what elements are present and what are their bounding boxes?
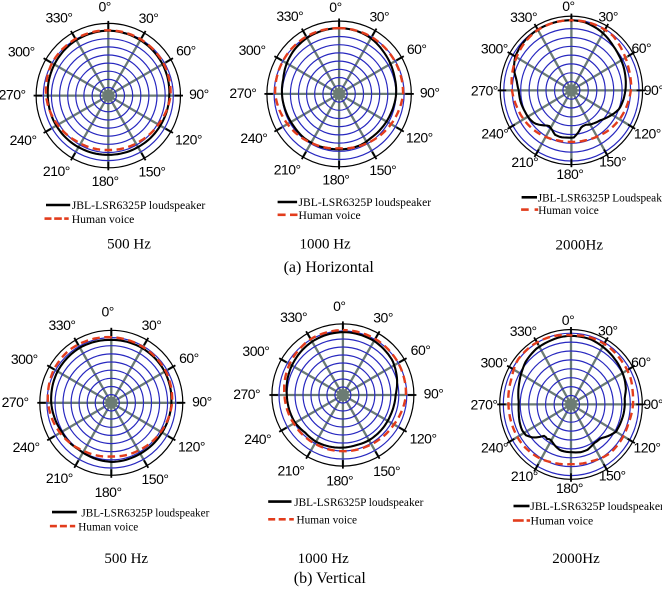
svg-text:180°: 180° [92,173,119,189]
svg-text:270°: 270° [229,85,256,101]
svg-text:2000Hz: 2000Hz [552,551,600,567]
svg-text:330°: 330° [46,10,73,26]
svg-text:270°: 270° [233,386,260,402]
svg-text:90°: 90° [643,396,662,412]
svg-text:150°: 150° [599,468,626,484]
svg-text:330°: 330° [49,317,76,333]
svg-text:330°: 330° [276,8,303,24]
svg-text:60°: 60° [179,350,199,366]
svg-text:210°: 210° [511,154,538,170]
svg-text:270°: 270° [2,394,29,410]
svg-text:90°: 90° [189,86,209,102]
svg-text:0°: 0° [562,312,574,328]
svg-text:330°: 330° [510,9,537,25]
svg-text:300°: 300° [242,343,269,359]
svg-text:240°: 240° [481,125,508,141]
svg-text:90°: 90° [424,386,444,402]
svg-text:JBL-LSR6325P loudspeaker: JBL-LSR6325P loudspeaker [294,497,423,509]
svg-text:300°: 300° [481,355,508,371]
svg-text:180°: 180° [322,171,349,187]
svg-text:270°: 270° [0,87,26,103]
svg-text:JBL-LSR6325P Loudspeaker: JBL-LSR6325P Loudspeaker [538,193,662,205]
svg-text:(a) Horizontal: (a) Horizontal [284,259,375,276]
svg-text:500 Hz: 500 Hz [104,551,148,567]
svg-text:120°: 120° [178,439,205,455]
svg-text:210°: 210° [278,462,305,478]
svg-text:60°: 60° [631,40,651,56]
svg-text:0°: 0° [102,303,114,319]
svg-text:240°: 240° [10,132,37,148]
svg-text:30°: 30° [142,317,162,333]
svg-text:240°: 240° [481,439,508,455]
svg-text:JBL-LSR6325P loudspeaker: JBL-LSR6325P loudspeaker [72,199,206,212]
svg-text:240°: 240° [240,130,267,146]
svg-text:150°: 150° [369,162,396,178]
svg-text:500 Hz: 500 Hz [107,236,151,252]
svg-text:JBL-LSR6325P loudspeaker: JBL-LSR6325P loudspeaker [299,196,432,209]
svg-text:30°: 30° [369,8,389,24]
svg-text:150°: 150° [139,164,166,180]
svg-text:150°: 150° [142,471,169,487]
svg-text:0°: 0° [329,0,341,15]
svg-text:150°: 150° [373,463,400,479]
svg-text:120°: 120° [410,431,437,447]
svg-text:Human voice: Human voice [78,521,138,533]
svg-text:120°: 120° [175,131,202,147]
svg-text:1000 Hz: 1000 Hz [298,551,350,567]
svg-text:90°: 90° [192,393,212,409]
svg-text:330°: 330° [280,309,307,325]
svg-text:60°: 60° [407,41,427,57]
svg-text:300°: 300° [8,44,35,60]
svg-text:120°: 120° [634,126,661,142]
svg-text:Human voice: Human voice [538,205,599,217]
svg-text:300°: 300° [481,41,508,57]
svg-text:2000Hz: 2000Hz [556,238,604,254]
svg-text:Human voice: Human voice [72,213,135,226]
svg-text:90°: 90° [420,84,440,100]
svg-text:120°: 120° [406,130,433,146]
svg-text:30°: 30° [598,9,618,25]
svg-text:120°: 120° [634,440,661,456]
svg-text:JBL-LSR6325P loudspeaker: JBL-LSR6325P loudspeaker [530,500,662,513]
svg-text:300°: 300° [239,42,266,58]
svg-text:240°: 240° [13,439,40,455]
svg-text:270°: 270° [471,397,498,413]
svg-text:(b) Vertical: (b) Vertical [294,570,367,587]
svg-text:Human voice: Human voice [297,515,358,527]
svg-text:240°: 240° [244,431,271,447]
svg-text:180°: 180° [95,484,122,500]
svg-text:210°: 210° [274,161,301,177]
svg-text:180°: 180° [556,480,583,496]
svg-text:60°: 60° [176,43,196,59]
svg-text:Human voice: Human voice [531,515,594,528]
svg-text:150°: 150° [599,154,626,170]
svg-text:210°: 210° [46,470,73,486]
svg-text:0°: 0° [562,0,574,14]
svg-text:180°: 180° [326,472,353,488]
svg-text:Human voice: Human voice [299,209,361,222]
svg-text:1000 Hz: 1000 Hz [299,236,351,252]
svg-text:210°: 210° [511,468,538,484]
svg-text:30°: 30° [139,10,159,26]
svg-text:330°: 330° [510,323,537,339]
svg-text:90°: 90° [644,82,662,98]
svg-text:210°: 210° [43,163,70,179]
svg-text:300°: 300° [11,351,38,367]
svg-text:180°: 180° [556,166,583,182]
svg-text:JBL-LSR6325P loudspeaker: JBL-LSR6325P loudspeaker [81,507,209,519]
svg-text:60°: 60° [411,342,431,358]
svg-text:0°: 0° [99,0,111,15]
svg-text:30°: 30° [598,323,618,339]
svg-text:0°: 0° [333,298,345,314]
svg-text:60°: 60° [631,354,651,370]
svg-text:30°: 30° [373,309,393,325]
svg-text:270°: 270° [471,83,498,99]
